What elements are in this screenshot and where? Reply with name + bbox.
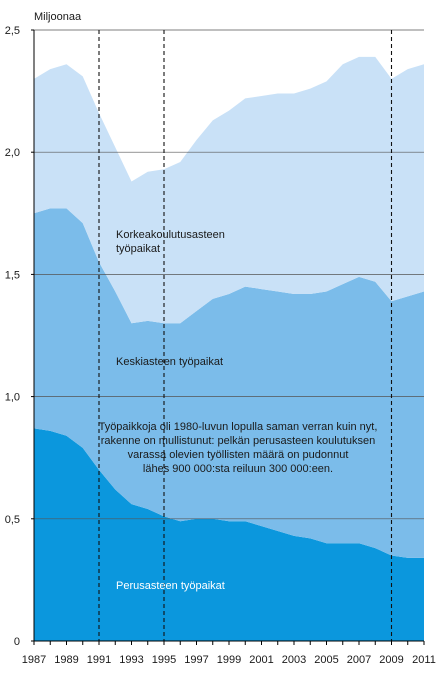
x-tick-label: 1987 <box>22 654 46 666</box>
x-tick-label: 1995 <box>152 654 176 666</box>
y-tick-label: 1,0 <box>5 392 20 404</box>
area-label-keski: Keskiasteen työpaikat <box>116 356 223 368</box>
y-tick-label: 0,5 <box>5 514 20 526</box>
x-tick-label: 2009 <box>379 654 403 666</box>
area-label-perus: Perusasteen työpaikat <box>116 580 225 592</box>
area-series-1 <box>34 428 424 641</box>
annotation-line-3: varassa olevien työllisten määrä on pudo… <box>128 449 349 461</box>
x-tick-label: 2007 <box>347 654 371 666</box>
area-label-korkea-line2: työpaikat <box>116 243 160 255</box>
unit-label: Miljoonaa <box>34 11 82 23</box>
x-tick-label: 2001 <box>249 654 273 666</box>
area-series-3 <box>34 56 424 324</box>
y-tick-label: 1,5 <box>5 269 20 281</box>
y-tick-label: 2,0 <box>5 147 20 159</box>
x-tick-label: 2003 <box>282 654 306 666</box>
x-tick-label: 2011 <box>412 654 436 666</box>
y-tick-label: 0 <box>14 636 20 648</box>
annotation-line-2: rakenne on mullistunut: pelkän perusaste… <box>101 435 376 447</box>
area-label-korkea-line1: Korkeakoulutusasteen <box>116 229 225 241</box>
annotation-line-4: lähes 900 000:sta reiluun 300 000:een. <box>143 463 333 475</box>
x-tick-label: 1993 <box>119 654 143 666</box>
annotation-line-1: Työpaikkoja oli 1980-luvun lopulla saman… <box>99 421 378 433</box>
area-layer <box>34 56 424 641</box>
gridlines <box>34 29 424 520</box>
x-tick-label: 1999 <box>217 654 241 666</box>
x-tick-label: 1997 <box>184 654 208 666</box>
x-tick-label: 1991 <box>87 654 111 666</box>
tick-labels: 0 0,5 1,0 1,5 2,0 2,5 1987 1989 1991 1993 1995 1997… <box>5 25 436 666</box>
area-series-2 <box>34 208 424 558</box>
x-tick-label: 2005 <box>314 654 338 666</box>
year-markers <box>98 30 393 641</box>
x-tick-label: 1989 <box>54 654 78 666</box>
y-tick-label: 2,5 <box>5 25 20 37</box>
